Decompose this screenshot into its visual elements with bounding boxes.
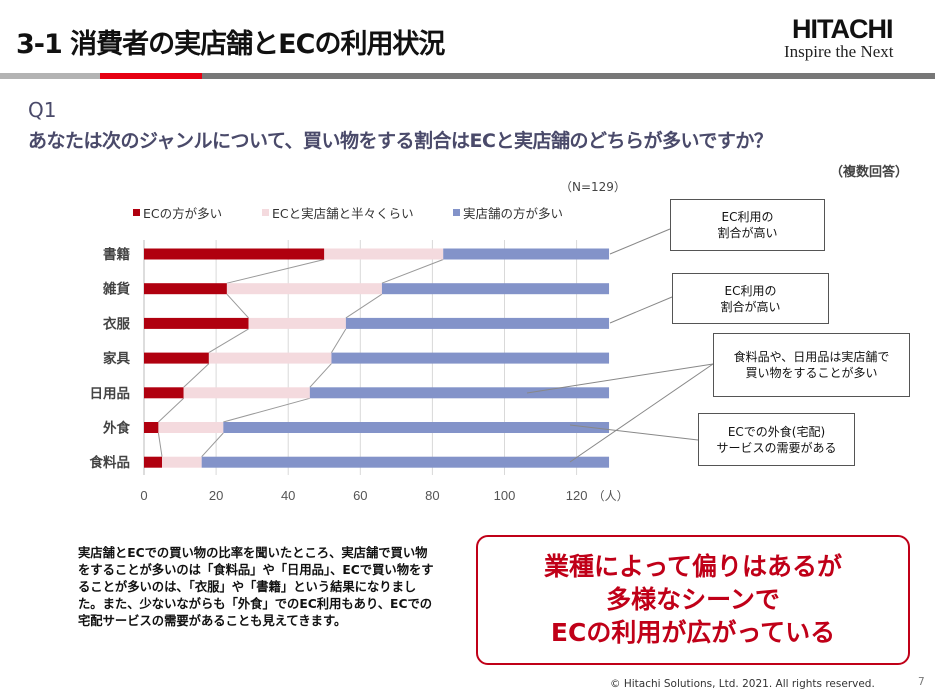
series-line (183, 363, 210, 388)
series-line (157, 432, 163, 457)
legend-item-ec: ECの方が多い (133, 203, 222, 222)
bar-segment (226, 283, 382, 295)
bar-segment (144, 352, 209, 364)
callout-box: EC利用の割合が高い (670, 199, 825, 251)
category-label: 衣服 (103, 315, 130, 332)
sample-size: （N=129） (560, 180, 626, 194)
bar-segment (144, 422, 159, 433)
series-line (226, 293, 249, 319)
page-title: 3-1 消費者の実店舗とECの利用状況 (16, 29, 445, 60)
header-divider-dark (202, 73, 935, 79)
callout-box: 食料品や、日用品は実店舗で 買い物をすることが多い (713, 333, 910, 397)
header-divider-red (100, 73, 202, 79)
legend-swatch (133, 209, 140, 216)
series-line (158, 397, 184, 423)
callout-text: ECでの外食(宅配) (727, 424, 826, 439)
bar-segment (331, 352, 610, 364)
callout-line (526, 363, 714, 394)
callout-text: 買い物をすることが多い (745, 366, 878, 380)
x-tick-label: 120 (566, 488, 588, 503)
bar-segment (201, 456, 610, 468)
bar-segment (223, 422, 610, 433)
series-line (309, 363, 332, 388)
conclusion-line: ECの利用が広がっている (550, 618, 836, 647)
question-text: あなたは次のジャンルについて、買い物をする割合はECと実店舗のどちらが多いですか… (28, 130, 773, 152)
legend-item-store: 実店舗の方が多い (453, 203, 563, 222)
bar-segment (144, 456, 163, 468)
callout-text: サービスの需要がある (716, 440, 837, 455)
series-line (345, 293, 383, 319)
callout-box: EC利用の 割合が高い (672, 273, 829, 324)
bar-segment (162, 456, 202, 468)
legend-label: 実店舗の方が多い (463, 206, 564, 221)
conclusion-line: 業種によって偏りはあるが (543, 552, 842, 581)
series-line (226, 259, 325, 284)
category-label: 家具 (103, 350, 130, 367)
legend-swatch (262, 209, 269, 216)
page-number: 7 (918, 676, 925, 688)
bar-segment (144, 317, 249, 329)
callout-line (609, 228, 671, 255)
hitachi-logo: HITACHI (792, 14, 893, 44)
bar-segment (144, 387, 184, 399)
bar-segment (144, 283, 227, 295)
legend-label: ECと実店舗と半々くらい (272, 206, 414, 221)
conclusion-box: 業種によって偏りはあるが 多様なシーンで ECの利用が広がっている (476, 535, 910, 665)
summary-text: 実店舗とECでの買い物の比率を聞いたところ、実店舗で買い物をすることが多いのは「… (78, 546, 434, 628)
x-tick-label: 0 (140, 488, 147, 503)
legend-item-half: ECと実店舗と半々くらい (262, 203, 414, 222)
bar-segment (208, 352, 332, 364)
callout-line (609, 296, 673, 324)
category-label: 食料品 (90, 454, 131, 471)
bar-segment (158, 422, 224, 433)
header-divider-gray (0, 73, 100, 79)
x-axis-unit: （人） (593, 489, 629, 503)
x-tick-label: 20 (209, 488, 223, 503)
category-label: 日用品 (90, 386, 131, 402)
bar-segment (381, 283, 610, 295)
series-line (208, 328, 249, 354)
legend-swatch (453, 209, 460, 216)
callout-box: ECでの外食(宅配) サービスの需要がある (698, 413, 855, 466)
callout-text: 割合が高い (717, 226, 778, 240)
legend-label: ECの方が多い (143, 206, 223, 221)
x-tick-label: 60 (353, 488, 367, 503)
callout-line (569, 363, 714, 463)
bar-segment (183, 387, 310, 399)
series-line (331, 328, 347, 353)
bar-segment (309, 387, 610, 399)
bar-segment (443, 248, 610, 260)
x-tick-label: 80 (425, 488, 439, 503)
category-label: 雑貨 (102, 281, 130, 298)
x-tick-label: 100 (494, 488, 516, 503)
bar-segment (345, 317, 610, 329)
conclusion-line: 多様なシーンで (606, 585, 780, 614)
x-tick-label: 40 (281, 488, 295, 503)
copyright: © Hitachi Solutions, Ltd. 2021. All righ… (610, 678, 875, 690)
bar-segment (248, 317, 346, 329)
category-label: 書籍 (103, 246, 130, 263)
logo-tagline: Inspire the Next (784, 42, 894, 61)
series-line (201, 432, 224, 458)
bar-segment (324, 248, 444, 260)
callout-text: 割合が高い (720, 299, 781, 314)
series-line (223, 397, 310, 423)
callout-text: EC利用の (721, 210, 774, 224)
callout-text: EC利用の (724, 283, 777, 298)
callout-text: 食料品や、日用品は実店舗で (733, 350, 890, 364)
bar-segment (144, 248, 325, 260)
question-note: （複数回答） (830, 165, 909, 180)
series-line (381, 259, 444, 284)
question-id: Q1 (28, 98, 57, 122)
callout-line (569, 424, 699, 441)
category-label: 外食 (103, 420, 130, 437)
